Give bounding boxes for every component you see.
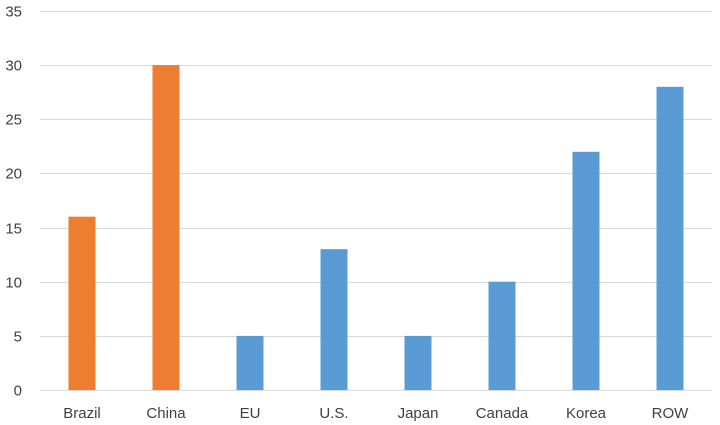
- x-tick-label: China: [146, 405, 186, 422]
- y-tick-label: 20: [5, 166, 22, 183]
- bar-brazil: [68, 216, 96, 390]
- y-tick-label: 10: [5, 275, 22, 292]
- x-tick-label: Canada: [476, 405, 529, 422]
- x-axis-tick-labels: Brazil China EU U.S. Japan Canada Korea ROW: [63, 405, 689, 422]
- y-tick-label: 30: [5, 58, 22, 75]
- bar-china: [152, 65, 180, 390]
- y-axis-tick-labels: 0 5 10 15 20 25 30 35: [5, 4, 22, 400]
- bar-eu: [236, 335, 264, 390]
- bar-row: [656, 86, 684, 391]
- y-tick-label: 5: [14, 329, 22, 346]
- bar-canada: [488, 281, 516, 390]
- x-tick-label: Japan: [398, 405, 439, 422]
- x-tick-label: Korea: [566, 405, 607, 422]
- y-tick-label: 0: [14, 383, 22, 400]
- x-tick-label: U.S.: [319, 405, 348, 422]
- bar-u-s: [320, 249, 348, 390]
- y-tick-label: 25: [5, 112, 22, 129]
- x-tick-label: EU: [240, 405, 261, 422]
- gridlines: [40, 11, 712, 391]
- bar-japan: [404, 335, 432, 390]
- bar-korea: [572, 151, 600, 390]
- x-tick-label: ROW: [652, 405, 690, 422]
- y-tick-label: 35: [5, 4, 22, 21]
- y-tick-label: 15: [5, 221, 22, 238]
- bars: [68, 65, 684, 391]
- x-tick-label: Brazil: [63, 405, 101, 422]
